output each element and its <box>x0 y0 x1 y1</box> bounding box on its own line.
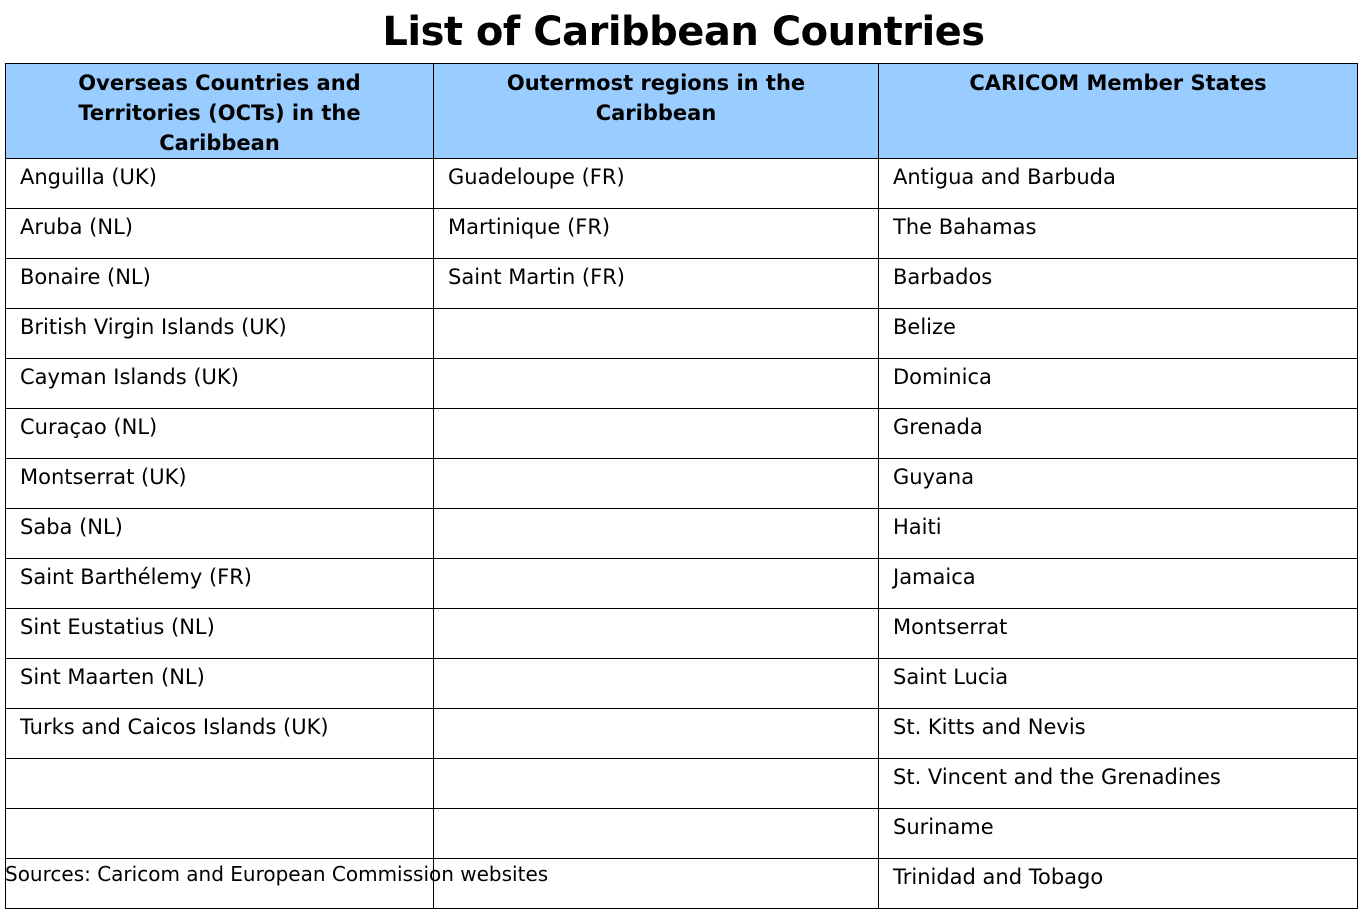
oct-cell: Saba (NL) <box>5 508 434 559</box>
caricom-member-cell: Guyana <box>878 458 1358 509</box>
caricom-member-cell: Barbados <box>878 258 1358 309</box>
header-row: Overseas Countries and Territories (OCTs… <box>5 63 1358 159</box>
table-row: Montserrat (UK) Guyana <box>5 458 1358 509</box>
table-row: Saint Barthélemy (FR) Jamaica <box>5 558 1358 609</box>
oct-cell: Bonaire (NL) <box>5 258 434 309</box>
outermost-region-cell <box>433 408 879 459</box>
oct-cell: Anguilla (UK) <box>5 158 434 209</box>
outermost-region-cell <box>433 358 879 409</box>
caricom-member-cell: Haiti <box>878 508 1358 559</box>
outermost-region-cell <box>433 508 879 559</box>
outermost-region-cell: Guadeloupe (FR) <box>433 158 879 209</box>
oct-cell <box>5 758 434 809</box>
caricom-member-cell: St. Vincent and the Grenadines <box>878 758 1358 809</box>
outermost-region-cell <box>433 558 879 609</box>
page-title: List of Caribbean Countries <box>382 9 985 55</box>
outermost-region-cell <box>433 808 879 859</box>
caricom-member-cell: Belize <box>878 308 1358 359</box>
table-header: Overseas Countries and Territories (OCTs… <box>5 63 1358 159</box>
table-row: Sint Maarten (NL) Saint Lucia <box>5 658 1358 709</box>
oct-cell: Turks and Caicos Islands (UK) <box>5 708 434 759</box>
oct-cell: Sint Eustatius (NL) <box>5 608 434 659</box>
table-row: Curaçao (NL) Grenada <box>5 408 1358 459</box>
outermost-region-cell <box>433 708 879 759</box>
caricom-member-cell: Suriname <box>878 808 1358 859</box>
oct-cell <box>5 808 434 859</box>
oct-cell: Montserrat (UK) <box>5 458 434 509</box>
table-row: Bonaire (NL) Saint Martin (FR) Barbados <box>5 258 1358 309</box>
outermost-region-cell <box>433 758 879 809</box>
outermost-region-cell <box>433 608 879 659</box>
outermost-region-cell: Saint Martin (FR) <box>433 258 879 309</box>
table-row: St. Vincent and the Grenadines <box>5 758 1358 809</box>
caricom-member-cell: The Bahamas <box>878 208 1358 259</box>
table-row: Anguilla (UK) Guadeloupe (FR) Antigua and … <box>5 158 1358 209</box>
caricom-member-cell: Saint Lucia <box>878 658 1358 709</box>
table-row: British Virgin Islands (UK) Belize <box>5 308 1358 359</box>
table-body: Anguilla (UK) Guadeloupe (FR) Antigua and … <box>5 158 1358 909</box>
caricom-member-cell: Antigua and Barbuda <box>878 158 1358 209</box>
table-row: Sint Eustatius (NL) Montserrat <box>5 608 1358 659</box>
header-caricom-member-states: CARICOM Member States <box>878 63 1358 159</box>
oct-cell: Cayman Islands (UK) <box>5 358 434 409</box>
table-row: Saba (NL) Haiti <box>5 508 1358 559</box>
table-row: Aruba (NL) Martinique (FR) The Bahamas <box>5 208 1358 259</box>
outermost-region-cell <box>433 458 879 509</box>
oct-cell: Sint Maarten (NL) <box>5 658 434 709</box>
caricom-member-cell: Jamaica <box>878 558 1358 609</box>
oct-cell: Saint Barthélemy (FR) <box>5 558 434 609</box>
oct-cell: British Virgin Islands (UK) <box>5 308 434 359</box>
header-outermost-regions: Outermost regions in the Caribbean <box>433 63 879 159</box>
countries-table: Overseas Countries and Territories (OCTs… <box>5 63 1358 909</box>
table-row: Turks and Caicos Islands (UK) St. Kitts a… <box>5 708 1358 759</box>
oct-cell: Aruba (NL) <box>5 208 434 259</box>
caricom-member-cell: Montserrat <box>878 608 1358 659</box>
caricom-member-cell: Trinidad and Tobago <box>878 858 1358 909</box>
outermost-region-cell: Martinique (FR) <box>433 208 879 259</box>
outermost-region-cell <box>433 308 879 359</box>
table-row: Cayman Islands (UK) Dominica <box>5 358 1358 409</box>
sources-note: Sources: Caricom and European Commission… <box>5 862 549 886</box>
table-row: Suriname <box>5 808 1358 859</box>
header-octs: Overseas Countries and Territories (OCTs… <box>5 63 434 159</box>
caricom-member-cell: Grenada <box>878 408 1358 459</box>
outermost-region-cell <box>433 658 879 709</box>
caricom-member-cell: St. Kitts and Nevis <box>878 708 1358 759</box>
oct-cell: Curaçao (NL) <box>5 408 434 459</box>
caricom-member-cell: Dominica <box>878 358 1358 409</box>
